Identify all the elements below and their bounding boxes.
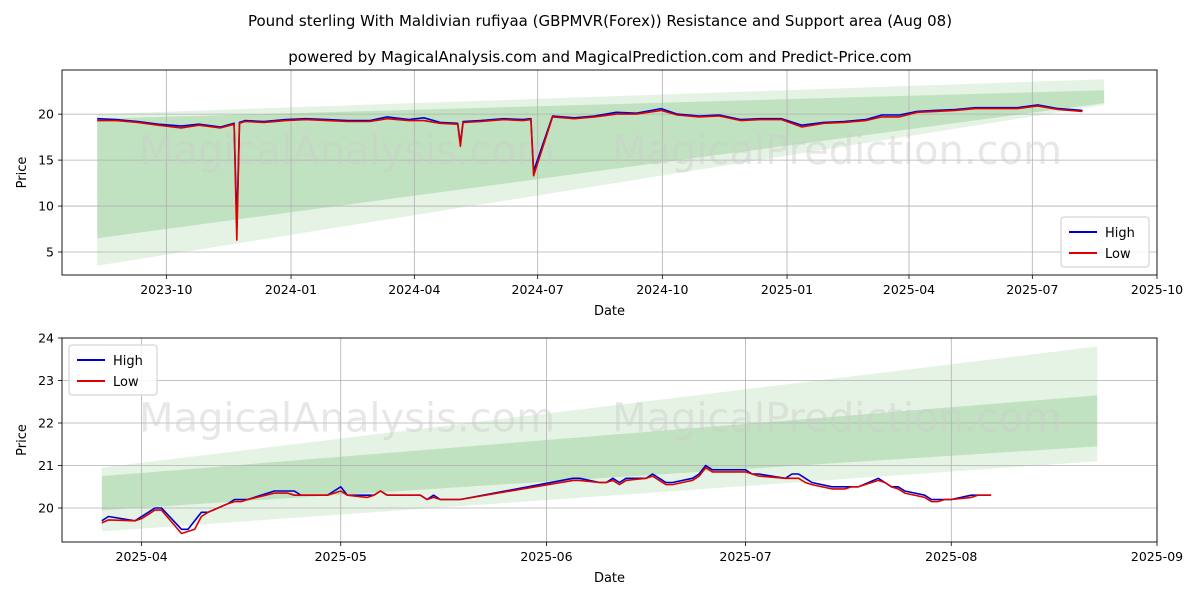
y-tick-label: 22 bbox=[38, 416, 54, 431]
watermark-right: MagicalPrediction.com bbox=[612, 396, 1062, 442]
lower-chart-panel: 2025-04 2025-05 2025-06 2025-07 2025-08 2025-… bbox=[15, 331, 1183, 587]
y-tick-label: 5 bbox=[46, 245, 54, 260]
chart-title: Pound sterling With Maldivian rufiyaa (G… bbox=[248, 12, 952, 30]
x-tick-label: 2025-09 bbox=[1131, 549, 1183, 564]
band-area-1 bbox=[101, 395, 1098, 511]
support-resistance-bands bbox=[97, 79, 1105, 266]
watermark-right: MagicalPrediction.com bbox=[612, 128, 1062, 174]
legend-box bbox=[1060, 216, 1150, 268]
x-tick-label: 2025-08 bbox=[925, 549, 977, 564]
y-tick-label: 23 bbox=[38, 373, 54, 388]
x-tick-label: 2025-04 bbox=[116, 549, 168, 564]
y-axis-label: Price bbox=[15, 157, 30, 189]
plot-frame bbox=[61, 337, 1158, 543]
x-tick-label: 2024-01 bbox=[265, 282, 317, 297]
y-tick-label: 15 bbox=[38, 153, 54, 168]
x-tick-label: 2025-05 bbox=[315, 549, 367, 564]
x-tick-label: 2025-01 bbox=[761, 282, 813, 297]
y-tick-label: 20 bbox=[38, 107, 54, 122]
x-tick-label: 2023-10 bbox=[140, 282, 192, 297]
y-tick-label: 24 bbox=[38, 331, 54, 346]
x-tick-label: 2024-10 bbox=[636, 282, 688, 297]
legend-label-high: High bbox=[1105, 226, 1135, 241]
x-axis-label: Date bbox=[594, 571, 625, 586]
x-tick-label: 2025-04 bbox=[883, 282, 935, 297]
legend-box bbox=[68, 344, 158, 396]
y-axis-label: Price bbox=[15, 424, 30, 456]
watermark-left: MagicalAnalysis.com bbox=[139, 128, 555, 174]
band-area-2 bbox=[101, 346, 1098, 532]
series-high-line bbox=[101, 464, 992, 531]
price-series bbox=[101, 464, 992, 535]
x-tick-label: 2024-04 bbox=[388, 282, 440, 297]
x-tick-label: 2024-07 bbox=[512, 282, 564, 297]
band-area-1 bbox=[97, 90, 1105, 239]
upper-chart-panel: 2023-10 2024-01 2024-04 2024-07 2024-10 2025-… bbox=[15, 69, 1183, 319]
watermark-left: MagicalAnalysis.com bbox=[139, 396, 555, 442]
x-tick-label: 2025-06 bbox=[520, 549, 572, 564]
band-area-2 bbox=[97, 79, 1105, 266]
x-tick-label: 2025-07 bbox=[1006, 282, 1058, 297]
y-tick-label: 10 bbox=[38, 199, 54, 214]
y-tick-label: 20 bbox=[38, 501, 54, 516]
chart-subtitle: powered by MagicalAnalysis.com and Magic… bbox=[288, 48, 912, 66]
price-series bbox=[97, 104, 1083, 241]
series-low-line bbox=[97, 105, 1083, 241]
x-axis-label: Date bbox=[594, 304, 625, 319]
x-tick-label: 2025-07 bbox=[719, 549, 771, 564]
series-low-line bbox=[101, 466, 992, 535]
legend-label-high: High bbox=[113, 354, 143, 369]
y-tick-label: 21 bbox=[38, 458, 54, 473]
support-resistance-bands bbox=[101, 346, 1098, 532]
legend: High Low bbox=[68, 344, 158, 396]
plot-frame bbox=[61, 69, 1158, 276]
legend-label-low: Low bbox=[1105, 247, 1131, 262]
legend: High Low bbox=[1060, 216, 1150, 268]
legend-label-low: Low bbox=[113, 375, 139, 390]
x-tick-label: 2025-10 bbox=[1131, 282, 1183, 297]
